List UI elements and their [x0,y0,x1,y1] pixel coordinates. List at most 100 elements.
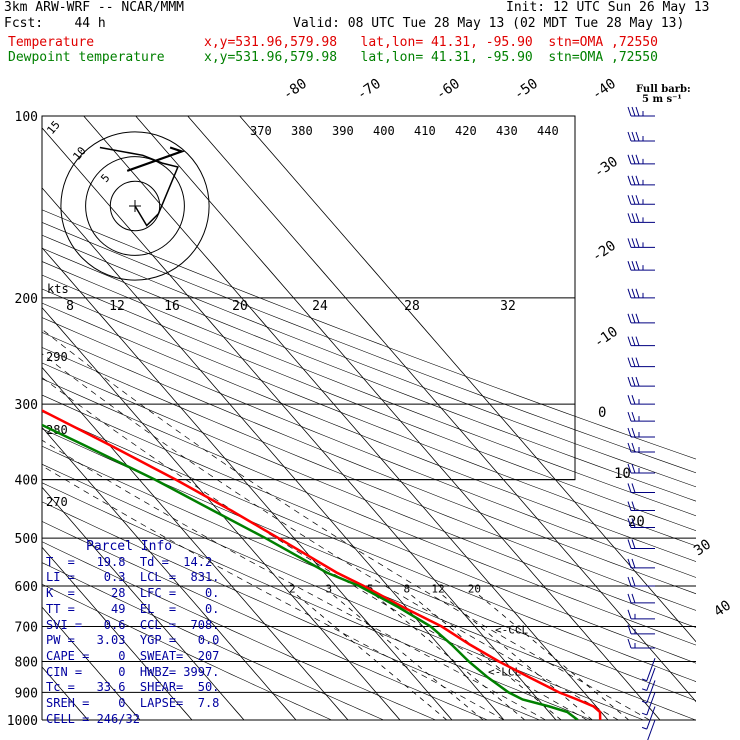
isotherm-line [83,116,609,720]
full-barb-label: Full barb: [636,84,691,95]
parcel-info-row: CIN = 0 HWBZ= 3997. [46,664,220,679]
wind-barb-flag [631,357,636,367]
model-title: 3km ARW-WRF -- NCAR/MMM [4,0,185,15]
wind-barb-flag [627,539,632,549]
dry-adiabat-line [42,222,696,474]
pressure-tick-label: 300 [15,398,38,413]
isotherm-label: -10 [591,324,621,352]
dry-adiabat-line [42,501,540,720]
isotherm-line [42,187,505,720]
wind-barb-staff [646,667,656,691]
pressure-tick-label: 100 [15,110,38,125]
wind-barb-flag [627,175,632,185]
dry-adiabat-line [42,247,696,502]
mixing-ratio-label: 3 [325,583,332,596]
wind-barb-flag [627,427,632,438]
dry-adiabat-line [42,463,644,720]
theta-label: 370 [250,124,272,138]
dewpoint-label: Dewpoint temperature [8,50,165,65]
parcel-info-row: SVI = 0.6 CCL = 708. [46,617,220,632]
wind-barb-flag [627,261,632,271]
wind-barb-flag [631,376,636,387]
hodograph-unit-label: kts [47,282,69,296]
isotherm-label: -50 [511,76,541,104]
dry-adiabat-line [42,317,696,578]
wind-barb-flag [631,213,636,223]
wind-barb [627,106,655,117]
parcel-info-box: Parcel Info T = 19.8 Td = 14.2 LI = 0.3 L… [46,539,236,727]
wind-barb-flag [635,131,640,142]
wind-barb [627,638,655,649]
hodograph-trace [99,146,179,227]
pressure-tick-label: 900 [15,686,38,701]
wind-barb [641,667,656,691]
dry-adiabat-line [42,347,696,611]
wind-barb-halfflag [641,700,647,704]
wind-barb [627,463,655,474]
valid-time: Valid: 08 UTC Tue 28 May 13 (02 MDT Tue … [293,16,685,31]
wind-barb-flag [627,376,632,387]
wind-barb [641,680,656,704]
theta-label: 430 [496,124,518,138]
dry-adiabat-line [42,209,696,460]
wind-barb [627,593,655,604]
wind-barb-flag [627,395,632,405]
isotherm-line [42,127,557,720]
wind-barb-flag [631,427,636,438]
wind-barb-flag [627,593,632,604]
theta-label: 290 [46,350,68,364]
wind-barb-flag [627,195,632,205]
mixing-ratio-label: 20 [468,583,481,596]
temperature-profile [42,409,602,720]
parcel-info-row: TT = 49 EL = 0. [46,601,220,616]
parcel-info-row: Tc = 33.6 SHEAR= 50. [46,680,220,695]
wind-barb-flag [627,213,632,223]
wind-barb-flag [631,558,636,569]
wind-barb [627,238,655,248]
wind-barb-flag [631,154,636,164]
pressure-tick-label: 200 [15,292,38,307]
dry-adiabat-line [42,362,696,628]
parcel-info-row: LI = 0.3 LCL = 831. [46,570,220,585]
isotherm-label: 0 [598,405,606,421]
wind-barb [627,576,655,587]
wind-barb-flag [627,501,632,511]
parcel-info-row: CAPE = 0 SWEAT= 207 [46,648,220,663]
wind-barb [627,501,655,512]
mixing-ratio-label: 2 [289,583,296,596]
mixing-ratio-line [441,594,593,720]
wind-barb-staff [646,706,656,730]
wind-barb-flag [631,576,636,587]
wind-barb [627,175,655,186]
wind-barb-flag [635,376,640,387]
dry-adiabat-line [42,428,696,701]
mixing-ratio-line [332,594,484,720]
wind-barb-flag [635,313,640,323]
dry-adiabat-line [42,234,696,488]
wind-barb-halfflag [641,712,647,716]
wind-barb-flag [631,313,636,323]
wind-barb-flag [635,261,640,271]
hodograph-speed-label: 24 [312,299,328,314]
wind-barb [627,395,655,405]
dewpoint-profile [42,423,579,720]
wind-barb-flag [631,106,636,117]
wind-barb-flag [635,357,640,367]
parcel-info-row: T = 19.8 Td = 14.2 [46,554,213,569]
wind-barb-flag [627,518,632,528]
wind-barb [627,427,655,438]
wind-barb [641,706,656,730]
theta-label: 270 [46,495,68,509]
wind-barb [627,131,655,142]
theta-label: 440 [537,124,559,138]
wind-barb-flag [635,238,640,248]
isotherm-label: 30 [691,537,714,560]
wind-barb-flag [627,357,632,367]
isotherm-line [135,116,661,720]
mixing-ratio-line [478,594,630,720]
isotherm-label: 20 [628,514,645,530]
wind-barb-flag [627,558,632,569]
theta-label: 420 [455,124,477,138]
